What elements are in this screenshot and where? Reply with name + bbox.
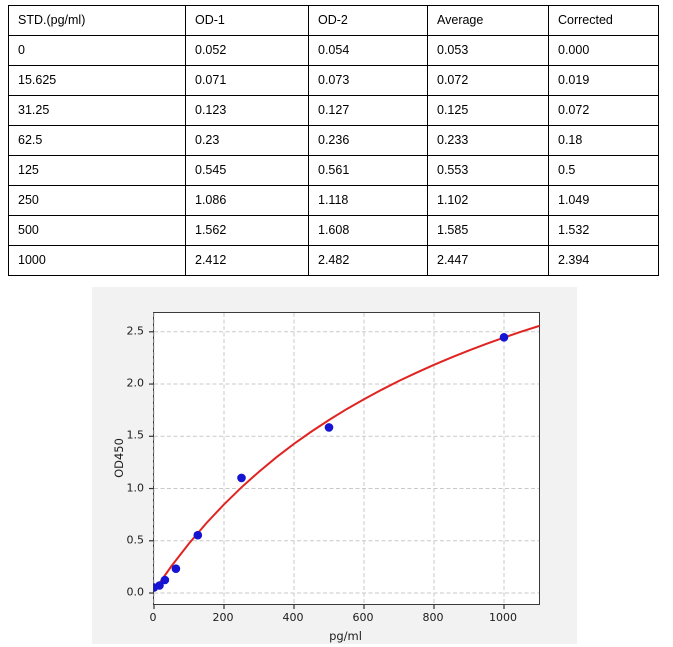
standard-curve-figure: OD450 pg/ml 0 200 400 600 800 1000 0.0 0.5 1.0 1.… xyxy=(92,287,577,644)
table-cell: 1.608 xyxy=(308,215,428,246)
table-header-cell: STD.(pg/ml) xyxy=(8,5,186,36)
data-point xyxy=(237,473,246,483)
table-row: 250 1.086 1.118 1.102 1.049 xyxy=(8,185,659,216)
x-tick-label: 1000 xyxy=(489,611,517,624)
table-row: 62.5 0.23 0.236 0.233 0.18 xyxy=(8,125,659,156)
y-tick-label: 1.0 xyxy=(126,481,145,495)
data-point xyxy=(160,575,170,585)
table-row: 15.625 0.071 0.073 0.072 0.019 xyxy=(8,65,659,96)
standards-table: STD.(pg/ml) OD-1 OD-2 Average Corrected 0 0.05… xyxy=(8,5,659,276)
table-cell: 0.000 xyxy=(548,35,659,66)
table-cell: 0.553 xyxy=(427,155,549,186)
y-tick-label: 2.0 xyxy=(126,376,145,390)
table-cell: 0.5 xyxy=(548,155,659,186)
data-point xyxy=(324,423,334,432)
data-point xyxy=(193,530,203,540)
table-cell: 0.23 xyxy=(185,125,309,156)
table-row: 0 0.052 0.054 0.053 0.000 xyxy=(8,35,659,66)
x-tick-label: 600 xyxy=(352,611,374,624)
y-tick-label: 1.5 xyxy=(126,428,145,442)
table-row: 125 0.545 0.561 0.553 0.5 xyxy=(8,155,659,186)
data-point xyxy=(155,581,164,590)
table-cell: 1.532 xyxy=(548,215,659,246)
table-cell: 1.049 xyxy=(548,185,659,216)
table-cell: 0.072 xyxy=(427,65,549,96)
table-cell: 0.053 xyxy=(427,35,549,66)
table-cell: 125 xyxy=(8,155,186,186)
table-cell: 0.071 xyxy=(185,65,309,96)
table-row: 500 1.562 1.608 1.585 1.532 xyxy=(8,215,659,246)
table-cell: 15.625 xyxy=(8,65,186,96)
table-cell: 1.086 xyxy=(185,185,309,216)
data-point xyxy=(171,564,181,573)
x-tick-label: 0 xyxy=(149,611,157,624)
table-cell: 1000 xyxy=(8,245,186,276)
table-cell: 0.18 xyxy=(548,125,659,156)
x-tick-label: 800 xyxy=(422,611,444,624)
table-cell: 0.127 xyxy=(308,95,428,126)
y-axis-label: OD450 xyxy=(112,437,126,478)
table-cell: 1.562 xyxy=(185,215,309,246)
table-cell: 62.5 xyxy=(8,125,186,156)
table-cell: 2.447 xyxy=(427,245,549,276)
plot-area xyxy=(149,312,540,609)
table-cell: 0.072 xyxy=(548,95,659,126)
table-cell: 1.102 xyxy=(427,185,549,216)
fit-curve-line xyxy=(153,325,540,592)
x-tick-label: 400 xyxy=(282,611,304,624)
y-tick-label: 0.5 xyxy=(126,533,145,547)
table-row: 1000 2.412 2.482 2.447 2.394 xyxy=(8,245,659,276)
standard-curve-plot xyxy=(149,313,540,609)
y-tick-label: 2.5 xyxy=(126,324,145,338)
table-header-cell: OD-2 xyxy=(308,5,428,36)
table-header-cell: OD-1 xyxy=(185,5,309,36)
table-cell: 0 xyxy=(8,35,186,66)
table-cell: 250 xyxy=(8,185,186,216)
table-header-cell: Average xyxy=(427,5,549,36)
x-axis-label: pg/ml xyxy=(329,629,362,643)
table-cell: 31.25 xyxy=(8,95,186,126)
table-cell: 2.412 xyxy=(185,245,309,276)
x-tick-label: 200 xyxy=(212,611,234,624)
table-cell: 1.118 xyxy=(308,185,428,216)
table-cell: 0.123 xyxy=(185,95,309,126)
table-cell: 0.019 xyxy=(548,65,659,96)
standard-points-group xyxy=(153,333,509,592)
table-cell: 0.561 xyxy=(308,155,428,186)
table-cell: 0.054 xyxy=(308,35,428,66)
table-cell: 0.233 xyxy=(427,125,549,156)
y-tick-label: 0.0 xyxy=(126,585,145,599)
table-cell: 2.394 xyxy=(548,245,659,276)
table-header-row: STD.(pg/ml) OD-1 OD-2 Average Corrected xyxy=(8,5,659,36)
table-cell: 0.073 xyxy=(308,65,428,96)
table-cell: 0.545 xyxy=(185,155,309,186)
table-header-cell: Corrected xyxy=(548,5,659,36)
data-point xyxy=(499,333,509,342)
table-cell: 500 xyxy=(8,215,186,246)
table-row: 31.25 0.123 0.127 0.125 0.072 xyxy=(8,95,659,126)
table-cell: 1.585 xyxy=(427,215,549,246)
table-cell: 0.125 xyxy=(427,95,549,126)
table-cell: 0.052 xyxy=(185,35,309,66)
table-cell: 0.236 xyxy=(308,125,428,156)
table-cell: 2.482 xyxy=(308,245,428,276)
